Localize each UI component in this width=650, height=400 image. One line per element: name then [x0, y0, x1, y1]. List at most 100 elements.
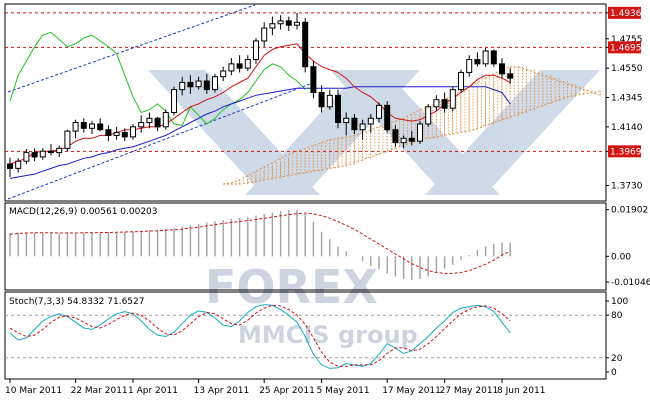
time-tick-label: 1 Apr 2011: [128, 386, 178, 396]
price-tick-label: 1.4755: [611, 35, 643, 45]
candle: [302, 18, 309, 73]
candle: [72, 119, 79, 139]
macd-panel[interactable]: MACD(12,26,9) 0.00561 0.00203: [4, 202, 607, 291]
price-tag-0: 1.4936: [608, 6, 642, 19]
candle: [474, 52, 481, 67]
stochastic-panel[interactable]: Stoch(7,3,3) 54.8332 71.6527: [4, 291, 607, 380]
candle: [138, 115, 145, 133]
price-tick-label: 1.4550: [611, 64, 643, 74]
candle: [384, 101, 391, 133]
macd-tick-label: 0.01902: [611, 206, 648, 216]
time-tick-label: 13 Apr 2011: [194, 386, 250, 396]
candle: [400, 135, 407, 149]
time-axis: 10 Mar 2011 22 Mar 2011 1 Apr 2011 13 Apr 2…: [5, 379, 545, 396]
candle: [482, 48, 489, 67]
candle: [417, 121, 423, 145]
candle: [335, 89, 341, 129]
kijun-sen-line: [9, 86, 511, 179]
candle: [408, 131, 415, 146]
candle: [97, 118, 104, 132]
candle: [269, 16, 276, 36]
price-tag-1: 1.4695: [608, 41, 642, 54]
candle: [80, 118, 87, 133]
stochastic-tick-label: 0: [611, 368, 617, 378]
time-tick-label: 27 May 2011: [440, 386, 499, 396]
candle: [179, 76, 186, 96]
candle: [228, 58, 235, 76]
candle: [203, 73, 210, 94]
price-axis: 1.4755 1.4550 1.4345 1.4140 1.3730 1.4936 1.46…: [606, 6, 643, 192]
candle: [376, 102, 382, 123]
senkou-span-b: [223, 90, 601, 185]
stochastic-k-line: [9, 304, 511, 369]
candle: [466, 55, 473, 77]
candlesticks: [7, 12, 514, 177]
candle: [195, 76, 202, 90]
candle: [212, 73, 218, 93]
stochastic-title: Stoch(7,3,3) 54.8332 71.6527: [9, 297, 144, 307]
candle: [31, 148, 38, 162]
watermark-brand: FOREX: [205, 260, 378, 314]
candle: [154, 116, 161, 132]
candle: [15, 158, 22, 173]
lower-channel-line: [7, 83, 311, 200]
macd-title: MACD(12,26,9) 0.00561 0.00203: [9, 207, 158, 217]
candle: [64, 129, 71, 152]
candle: [441, 92, 448, 113]
price-tick-label: 1.4140: [611, 123, 643, 133]
candle: [449, 86, 456, 112]
price-tick-label: 1.4345: [611, 93, 643, 103]
candle: [318, 85, 325, 113]
candle: [236, 55, 243, 73]
svg-text:1.4936: 1.4936: [610, 9, 642, 19]
senkou-span-a: [223, 66, 601, 185]
candle: [310, 60, 317, 99]
price-tag-2: 1.3969: [608, 145, 642, 158]
stochastic-tick-label: 80: [611, 311, 623, 321]
candle: [121, 128, 128, 142]
time-tick-label: 8 Jun 2011: [497, 386, 545, 396]
candle: [392, 125, 399, 147]
candle: [425, 103, 432, 127]
candle: [244, 55, 251, 71]
macd-signal-line: [9, 212, 511, 274]
macd-axis: 0.01902 0.00 -0.01046: [606, 206, 650, 288]
price-tick-label: 1.3730: [611, 182, 643, 192]
candle: [220, 66, 227, 82]
candle: [433, 95, 440, 112]
candle: [277, 15, 284, 30]
ichimoku-cloud: [223, 66, 601, 185]
price-panel[interactable]: [4, 3, 607, 202]
candle: [187, 75, 194, 94]
candle: [367, 113, 374, 133]
candle: [490, 49, 497, 67]
candle: [130, 123, 136, 140]
candle: [171, 86, 177, 116]
stochastic-d-line: [9, 304, 511, 367]
candle: [48, 144, 54, 156]
svg-text:1.4695: 1.4695: [610, 43, 642, 53]
stochastic-tick-label: 100: [611, 297, 628, 307]
candle: [343, 112, 350, 136]
macd-tick-label: -0.01046: [611, 278, 650, 288]
candle: [261, 22, 268, 47]
macd-histogram: [9, 209, 511, 281]
candle: [458, 69, 464, 93]
time-tick-label: 17 May 2011: [382, 386, 441, 396]
candle: [359, 119, 366, 140]
candle: [285, 16, 292, 31]
stochastic-tick-label: 20: [611, 354, 623, 364]
time-tick-label: 22 Mar 2011: [71, 386, 128, 396]
candle: [294, 12, 300, 30]
macd-tick-label: 0.00: [611, 252, 631, 262]
time-tick-label: 25 Apr 2011: [259, 386, 315, 396]
candle: [56, 145, 63, 157]
candle: [499, 58, 505, 79]
candle: [507, 68, 514, 84]
candle: [351, 113, 358, 134]
candle: [113, 126, 120, 140]
candle: [326, 89, 333, 110]
candle: [105, 125, 112, 142]
